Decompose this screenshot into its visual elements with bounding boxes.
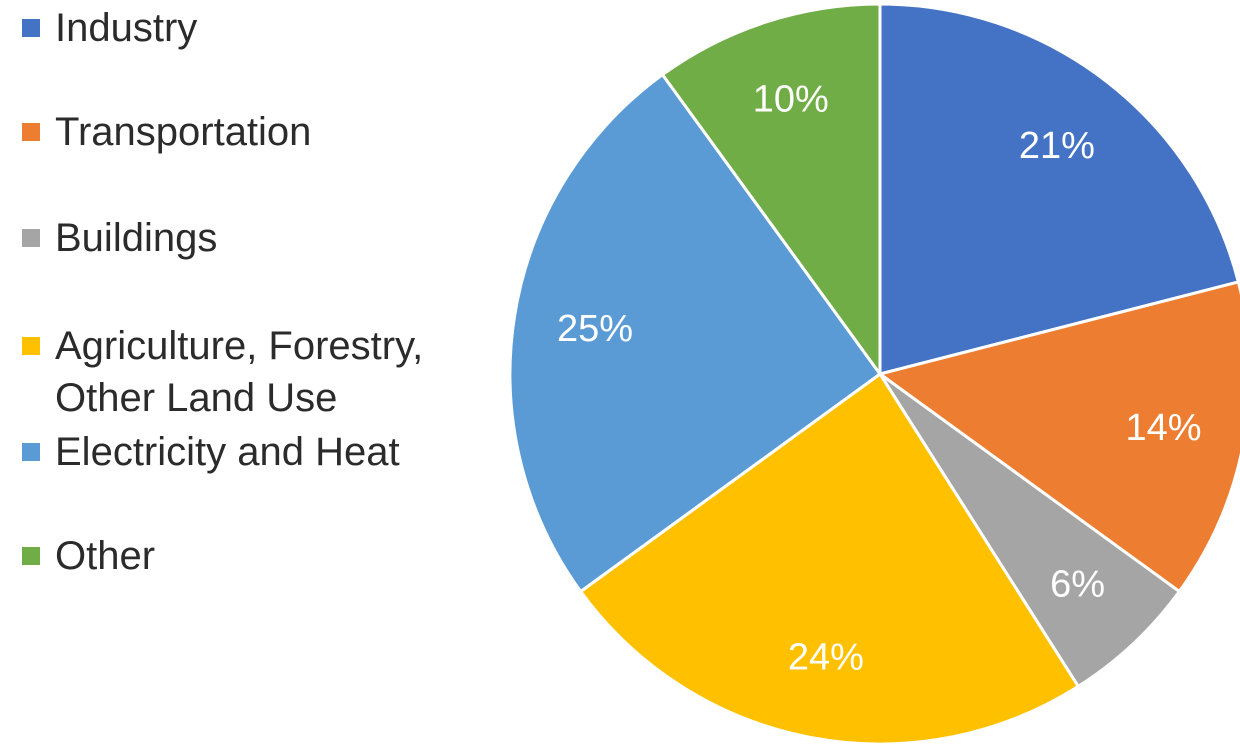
pie-slice-buildings	[878, 372, 1181, 688]
legend-swatch-industry	[22, 19, 40, 37]
legend-swatch-other	[22, 547, 40, 565]
legend-item-electricity-and-heat: Electricity and Heat	[22, 430, 400, 474]
legend-label-buildings: Buildings	[55, 216, 217, 260]
pie-slice-electricity-and-heat	[508, 73, 882, 593]
slice-label-buildings: 6%	[1050, 563, 1105, 605]
legend-label-other: Other	[55, 534, 155, 578]
legend-label-electricity-and-heat: Electricity and Heat	[55, 430, 400, 474]
legend-label-industry: Industry	[55, 6, 197, 50]
legend: Industry Transportation Buildings Agricultu…	[22, 6, 423, 578]
pie-slices	[508, 2, 1240, 746]
slice-label-industry: 21%	[1019, 125, 1095, 167]
legend-label-agriculture-forestry-other-land-use: Agriculture, Forestry, Other Land Use	[55, 324, 423, 420]
legend-item-agriculture-forestry-other-land-use: Agriculture, Forestry, Other Land Use	[22, 324, 423, 420]
legend-label-transportation: Transportation	[55, 110, 311, 154]
pie-slice-transportation	[878, 280, 1240, 593]
legend-item-industry: Industry	[22, 6, 197, 50]
slice-label-agriculture-forestry-other-land-use: 24%	[788, 637, 864, 679]
legend-item-buildings: Buildings	[22, 216, 217, 260]
slice-label-transportation: 14%	[1125, 407, 1201, 449]
pie-slice-agriculture-forestry-other-land-use	[579, 372, 1080, 746]
legend-swatch-agriculture-forestry-other-land-use	[22, 337, 40, 355]
legend-swatch-buildings	[22, 229, 40, 247]
pie-slice-other	[661, 2, 882, 376]
pie-slice-industry	[878, 2, 1240, 376]
slice-label-other: 10%	[753, 79, 829, 121]
slice-label-electricity-and-heat: 25%	[557, 308, 633, 350]
legend-swatch-electricity-and-heat	[22, 443, 40, 461]
legend-item-transportation: Transportation	[22, 110, 311, 154]
legend-item-other: Other	[22, 534, 155, 578]
legend-swatch-transportation	[22, 123, 40, 141]
pie-slice-labels: 21% 14% 6% 24% 25% 10%	[557, 79, 1202, 679]
